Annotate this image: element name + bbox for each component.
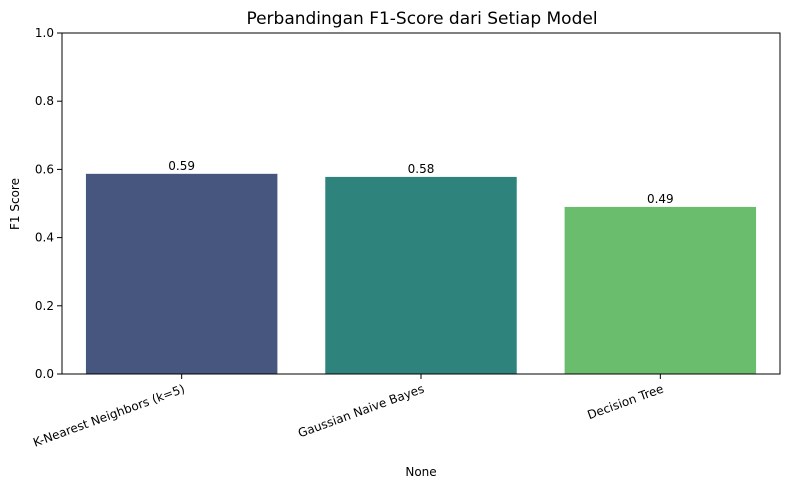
y-tick-label: 0.0 xyxy=(35,367,54,381)
x-tick-label: Gaussian Naive Bayes xyxy=(296,382,426,441)
x-tick-label: Decision Tree xyxy=(585,382,665,422)
data-label: 0.59 xyxy=(168,159,195,173)
x-axis-label: None xyxy=(405,465,436,479)
chart-title: Perbandingan F1-Score dari Setiap Model xyxy=(246,9,597,29)
plot-area: 0.59 K-Nearest Neighbors (k=5) 0.58 Gaussia… xyxy=(31,26,781,450)
data-label: 0.58 xyxy=(408,162,435,176)
y-tick-label: 1.0 xyxy=(35,26,54,40)
y-tick-label: 0.6 xyxy=(35,162,54,176)
y-tick-label: 0.2 xyxy=(35,299,54,313)
y-tick-label: 0.8 xyxy=(35,94,54,108)
bar xyxy=(564,206,757,374)
plot-frame xyxy=(61,32,781,375)
y-tick-label: 0.4 xyxy=(35,231,54,245)
bar xyxy=(325,176,517,374)
data-label: 0.49 xyxy=(647,192,674,206)
bar xyxy=(85,173,278,374)
x-tick-label: K-Nearest Neighbors (k=5) xyxy=(31,382,186,450)
y-axis-label: F1 Score xyxy=(8,178,22,230)
